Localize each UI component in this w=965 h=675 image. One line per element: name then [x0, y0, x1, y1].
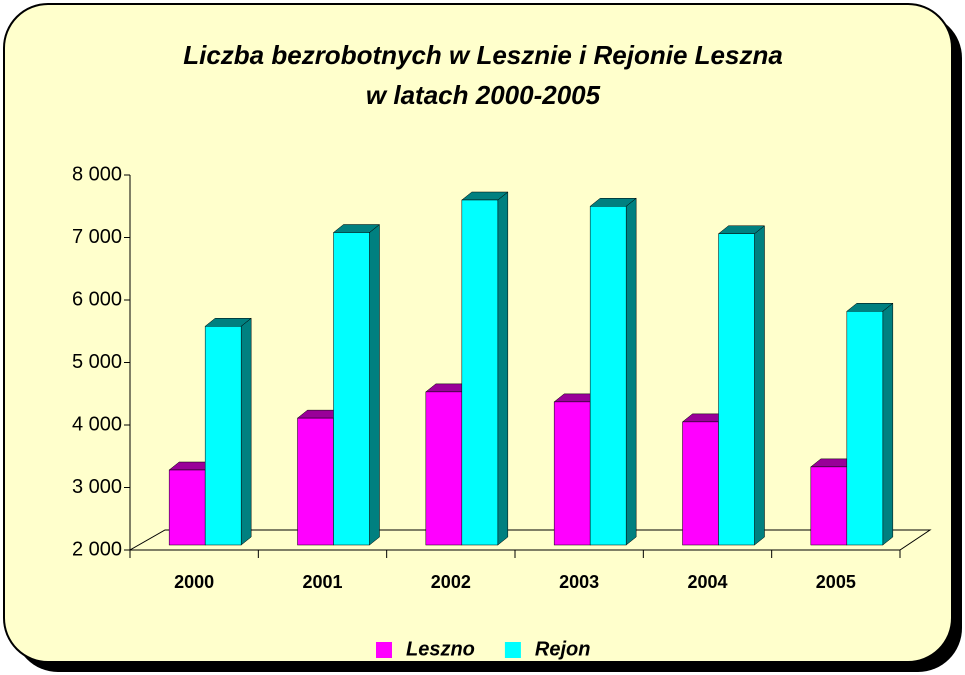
x-tick-label: 2000	[174, 572, 214, 592]
bar	[425, 391, 463, 546]
y-tick-label: 8 000	[72, 163, 122, 185]
bar	[297, 417, 334, 546]
bar-side	[882, 302, 894, 546]
bar	[204, 326, 242, 546]
bar	[168, 469, 206, 546]
bar-side	[625, 197, 637, 546]
bar	[461, 199, 499, 546]
y-tick-label: 2 000	[72, 538, 122, 560]
y-tick-label: 4 000	[72, 413, 122, 435]
x-tick-label: 2004	[687, 572, 727, 592]
bar	[333, 232, 370, 546]
y-tick-label: 5 000	[72, 351, 122, 373]
bar	[589, 206, 627, 546]
bar	[718, 233, 755, 546]
y-tick-label: 3 000	[72, 476, 122, 498]
bar-side	[240, 317, 252, 546]
bar	[553, 401, 591, 546]
bar-side	[369, 223, 380, 546]
legend-swatch	[376, 642, 392, 658]
chart-title: w latach 2000-2005	[366, 80, 601, 110]
chart-title: Liczba bezrobotnych w Lesznie i Rejonie …	[183, 40, 783, 70]
x-tick-label: 2002	[431, 572, 471, 592]
bar	[810, 466, 848, 546]
bar-side	[497, 191, 509, 546]
x-tick-label: 2005	[816, 572, 856, 592]
bar	[846, 311, 884, 546]
legend-label: Leszno	[406, 638, 475, 660]
x-tick-label: 2003	[559, 572, 599, 592]
bar-side	[754, 225, 765, 546]
legend-label: Rejon	[535, 638, 591, 660]
bar	[682, 421, 719, 546]
legend-swatch	[504, 642, 521, 658]
y-tick-label: 7 000	[72, 226, 122, 248]
x-tick-label: 2001	[302, 572, 342, 592]
y-tick-label: 6 000	[72, 288, 122, 310]
